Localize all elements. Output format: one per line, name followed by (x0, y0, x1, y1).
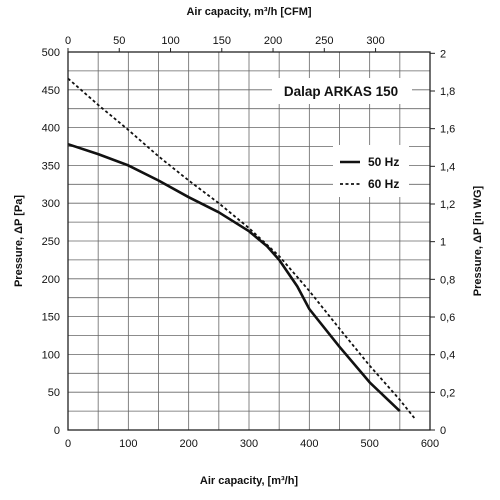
y-tick-label: 450 (42, 85, 60, 97)
x-tick-label: 0 (65, 438, 71, 450)
legend-label-50hz: 50 Hz (368, 155, 399, 169)
x-tick-label: 300 (240, 438, 258, 450)
x-tick-label: 200 (179, 438, 197, 450)
plot-frame (67, 51, 431, 431)
legend-box (333, 145, 409, 197)
y-right-tick-label: 0,4 (440, 350, 455, 362)
chart-title: Dalap ARKAS 150 (284, 84, 398, 99)
y-right-tick-label: 1,8 (440, 86, 455, 98)
x-top-tick-label: 300 (366, 35, 384, 47)
y-axis-left-ticks: 0 50 100 150 200 250 300 350 400 450 500 (42, 47, 60, 437)
y-right-tick-label: 1,2 (440, 199, 455, 211)
x-top-tick-label: 150 (213, 35, 231, 47)
y-tick-label: 400 (42, 123, 60, 135)
series-line-50hz (67, 142, 401, 413)
y-tick-label: 0 (54, 425, 60, 437)
y-tick-label: 300 (42, 198, 60, 210)
y-tick-label: 350 (42, 160, 60, 172)
series-line-60hz (67, 77, 416, 420)
x-top-tick-label: 0 (65, 35, 71, 47)
x-axis-bottom-ticks: 0 100 200 300 400 500 600 (65, 438, 439, 450)
y-tick-label: 150 (42, 312, 60, 324)
x-tick-label: 500 (360, 438, 378, 450)
y-tick-label: 250 (42, 236, 60, 248)
legend: 50 Hz 60 Hz (333, 145, 409, 197)
y-right-tick-label: 1 (440, 237, 446, 249)
y-tick-label: 500 (42, 47, 60, 59)
series-lines (67, 77, 416, 420)
x-top-tick-label: 250 (315, 35, 333, 47)
x-tick-label: 100 (119, 438, 137, 450)
x-top-tick-label: 50 (113, 35, 125, 47)
y-tick-label: 200 (42, 274, 60, 286)
chart-title-box (272, 78, 412, 104)
y-right-tick-label: 0,6 (440, 312, 455, 324)
y-right-tick-label: 0,2 (440, 387, 455, 399)
grid (67, 51, 431, 431)
x-axis-top-title: Air capacity, m³/h [CFM] (186, 6, 311, 18)
y-axis-right-ticks: 0 0,2 0,4 0,6 0,8 1 1,2 1,4 1,6 1,8 2 (430, 48, 455, 437)
x-axis-bottom-title: Air capacity, [m³/h] (200, 475, 299, 487)
x-top-tick-label: 100 (161, 35, 179, 47)
x-tick-label: 400 (300, 438, 318, 450)
y-axis-right-title: Pressure, ΔP [in WG] (472, 185, 484, 296)
y-right-tick-label: 1,6 (440, 124, 455, 136)
y-right-tick-label: 1,4 (440, 161, 455, 173)
y-tick-label: 100 (42, 349, 60, 361)
legend-label-60hz: 60 Hz (368, 177, 399, 191)
y-tick-label: 50 (48, 387, 60, 399)
x-tick-label: 600 (421, 438, 439, 450)
x-top-tick-label: 200 (264, 35, 282, 47)
x-axis-top-ticks: 0 50 100 150 200 250 300 (65, 35, 385, 52)
y-right-tick-label: 0,8 (440, 274, 455, 286)
y-right-tick-label: 2 (440, 48, 446, 60)
y-axis-left-title: Pressure, ΔP [Pa] (13, 195, 25, 287)
y-right-tick-label: 0 (440, 425, 446, 437)
